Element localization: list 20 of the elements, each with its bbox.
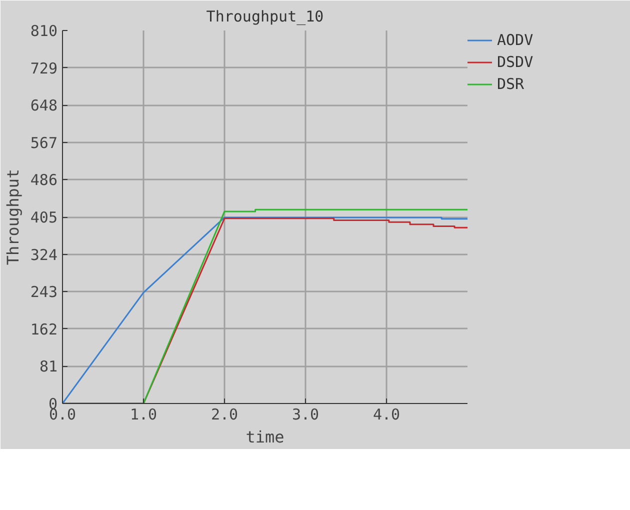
legend-label: DSDV	[497, 53, 534, 71]
y-tick-label: 648	[30, 96, 58, 115]
y-tick-label: 405	[30, 208, 58, 226]
y-tick-label: 81	[39, 358, 58, 376]
chart-title: Throughput_10	[206, 8, 324, 26]
x-tick-label: 1.0	[130, 406, 158, 424]
x-tick-label: 3.0	[292, 406, 320, 424]
legend-label: AODV	[497, 31, 534, 49]
y-tick-label: 729	[30, 59, 58, 78]
y-tick-label: 486	[30, 171, 58, 190]
y-tick-label: 567	[30, 134, 58, 152]
x-tick-label: 4.0	[372, 406, 400, 424]
y-axis-title: Throughput	[3, 168, 22, 266]
y-tick-label: 810	[30, 22, 58, 40]
y-tick-label: 324	[30, 246, 58, 264]
x-axis-title: time	[246, 428, 284, 446]
y-tick-label: 162	[30, 320, 58, 338]
y-tick-label: 243	[30, 283, 58, 302]
legend-label: DSR	[497, 75, 524, 93]
x-tick-label: 2.0	[210, 406, 238, 424]
